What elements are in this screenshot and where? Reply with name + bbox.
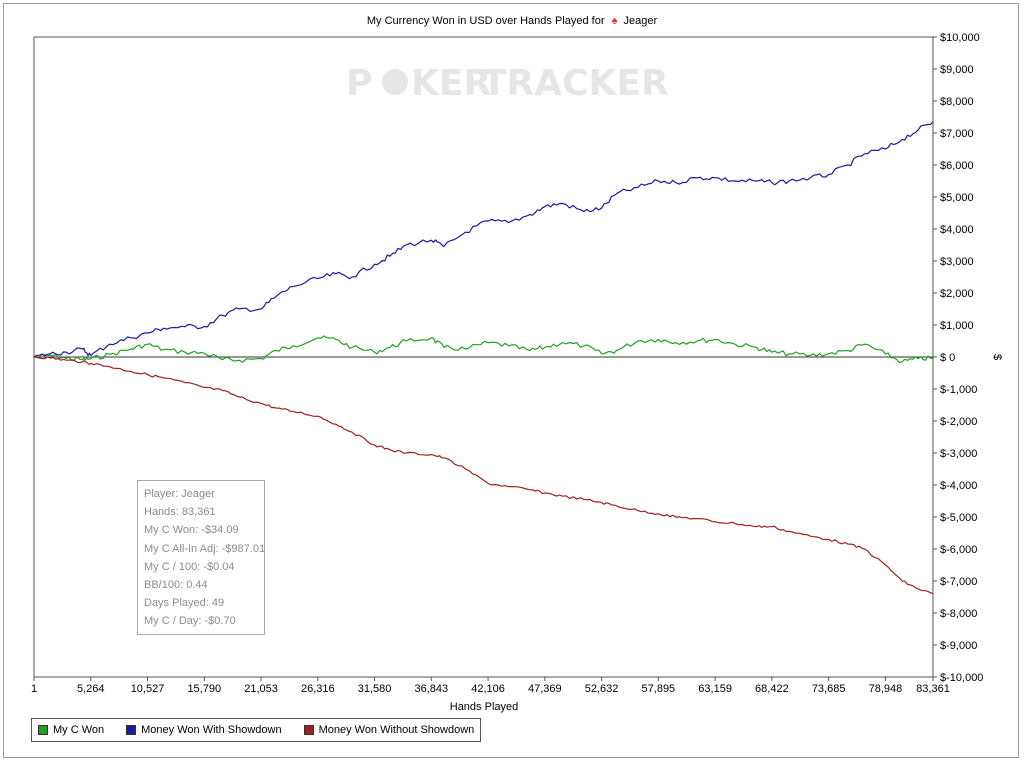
stat-hands: Hands: 83,361 — [144, 506, 216, 519]
x-tick-label: 47,369 — [528, 683, 562, 695]
legend-label: Money Won With Showdown — [141, 724, 282, 736]
y-tick-label: $-1,000 — [940, 384, 977, 396]
y-tick-label: $-10,000 — [940, 672, 983, 684]
watermark-text-ker: KER — [411, 63, 491, 104]
legend-label: Money Won Without Showdown — [318, 724, 475, 736]
stat-my-c-per-day: My C / Day: -$0.70 — [144, 615, 236, 628]
y-tick-label: $10,000 — [940, 32, 980, 44]
x-tick-label: 31,580 — [358, 683, 392, 695]
y-tick-label: $-8,000 — [940, 608, 977, 620]
y-tick-label: $2,000 — [940, 288, 974, 300]
player-name: Jeager — [623, 15, 657, 27]
y-axis: $10,000 $9,000 $8,000 $7,000 $6,000 $5,000 $4,… — [933, 32, 983, 684]
y-tick-label: $7,000 — [940, 128, 974, 140]
y-tick-label: $-6,000 — [940, 544, 977, 556]
x-tick-label: 63,159 — [698, 683, 732, 695]
series-lines — [33, 121, 934, 595]
x-tick-label: 10,527 — [131, 683, 165, 695]
player-stats-box: Player: Jeager Hands: 83,361 My C Won: -… — [137, 480, 265, 635]
x-tick-label: 78,948 — [869, 683, 903, 695]
x-tick-label: 26,316 — [301, 683, 335, 695]
x-axis: 1 5,264 10,527 15,790 21,053 26,316 31,580 36,8… — [31, 677, 950, 695]
chart-title-prefix: My Currency Won in USD over Hands Played… — [367, 15, 605, 27]
stat-bb-per-100: BB/100: 0.44 — [144, 579, 208, 592]
chart-title: My Currency Won in USD over Hands Played… — [367, 15, 658, 27]
watermark-letter-p: P — [346, 63, 372, 104]
watermark-text-tracker: TRACKER — [482, 63, 669, 104]
stat-my-c-per-100: My C / 100: -$0.04 — [144, 560, 235, 573]
x-tick-label: 52,632 — [585, 683, 619, 695]
x-tick-label: 83,361 — [916, 683, 950, 695]
chip-icon — [382, 69, 408, 95]
x-tick-label: 42,106 — [471, 683, 505, 695]
chart-legend: My C Won Money Won With Showdown Money W… — [31, 718, 482, 742]
y-tick-label: $8,000 — [940, 96, 974, 108]
y-tick-label: $-4,000 — [940, 480, 977, 492]
series-line-money-won-without-showdown — [33, 356, 934, 595]
spade-icon: ♠ — [612, 15, 618, 27]
y-tick-label: $-5,000 — [940, 512, 977, 524]
x-axis-label: Hands Played — [450, 701, 519, 713]
y-tick-label: $9,000 — [940, 64, 974, 76]
stat-player: Player: Jeager — [144, 488, 215, 500]
y-tick-label: $ 0 — [940, 352, 955, 364]
legend-item-with-showdown[interactable]: Money Won With Showdown — [126, 724, 282, 736]
stat-days-played: Days Played: 49 — [144, 597, 225, 610]
stat-my-c-won: My C Won: -$34.09 — [144, 524, 239, 537]
y-tick-label: $-3,000 — [940, 448, 977, 460]
pokertracker-watermark: P KER TRACKER — [346, 63, 669, 104]
x-tick-label: 57,895 — [642, 683, 676, 695]
y-tick-label: $-7,000 — [940, 576, 977, 588]
x-tick-label: 73,685 — [812, 683, 846, 695]
y-tick-label: $4,000 — [940, 224, 974, 236]
x-tick-label: 68,422 — [755, 683, 789, 695]
legend-item-without-showdown[interactable]: Money Won Without Showdown — [303, 724, 475, 736]
y-tick-label: $6,000 — [940, 160, 974, 172]
legend-swatch-green — [38, 725, 48, 735]
x-tick-label: 5,264 — [77, 683, 105, 695]
x-tick-label: 1 — [31, 683, 37, 695]
x-tick-label: 21,053 — [244, 683, 278, 695]
x-tick-label: 36,843 — [414, 683, 448, 695]
series-line-money-won-with-showdown — [33, 121, 934, 358]
y-tick-label: $-9,000 — [940, 640, 977, 652]
series-line-my-c-won — [33, 335, 934, 364]
y-axis-label: $ — [991, 354, 1003, 360]
y-tick-label: $1,000 — [940, 320, 974, 332]
legend-item-my-c-won[interactable]: My C Won — [38, 724, 104, 736]
legend-label: My C Won — [53, 724, 105, 736]
x-tick-label: 15,790 — [187, 683, 221, 695]
y-tick-label: $-2,000 — [940, 416, 977, 428]
legend-swatch-red — [303, 725, 314, 735]
y-tick-label: $3,000 — [940, 256, 974, 268]
y-tick-label: $5,000 — [940, 192, 974, 204]
legend-swatch-blue — [126, 725, 137, 735]
stat-all-in-adj: My C All-In Adj: -$987.01 — [144, 542, 266, 555]
